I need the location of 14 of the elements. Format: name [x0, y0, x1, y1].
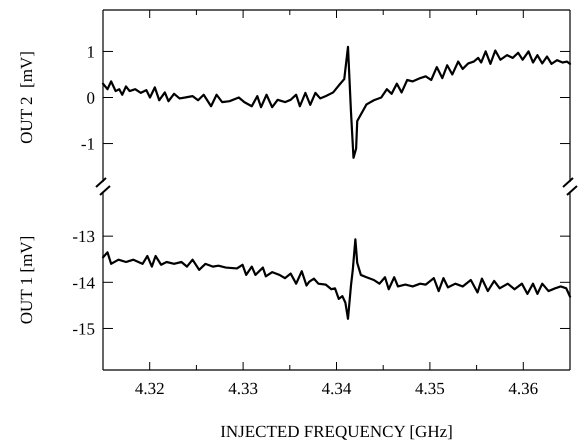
y-axis-title: OUT 1 [mV]	[17, 236, 36, 324]
x-tick-label: 4.35	[415, 379, 445, 398]
x-tick-label: 4.36	[508, 379, 538, 398]
y-tick-label: -1	[80, 134, 95, 154]
y-tick-label: 0	[86, 88, 95, 108]
x-tick-label: 4.32	[134, 379, 165, 398]
y-tick-label: -15	[72, 319, 95, 338]
x-axis-title: INJECTED FREQUENCY [GHz]	[220, 422, 453, 441]
y-tick-label: -14	[72, 273, 96, 292]
x-tick-label: 4.34	[322, 379, 352, 398]
x-tick-label: 4.33	[228, 379, 258, 398]
y-axis-title: OUT 2 [mV]	[17, 51, 36, 144]
y-tick-label: -13	[72, 227, 95, 246]
y-tick-label: 1	[86, 42, 95, 62]
